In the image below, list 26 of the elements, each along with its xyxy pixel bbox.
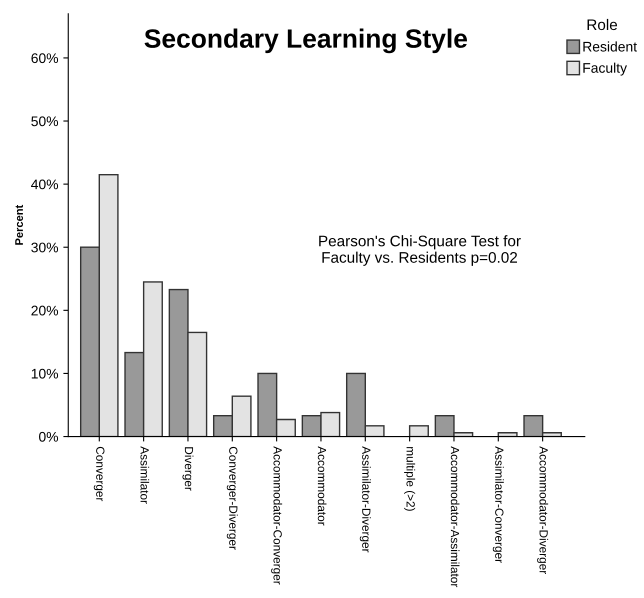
legend-label: Faculty	[583, 62, 627, 76]
x-tick-label: Accommodator	[318, 446, 326, 526]
y-tick-label: 10%	[32, 368, 58, 379]
y-tick-label: 40%	[31, 179, 58, 190]
x-tick-label: Assimilator	[140, 446, 150, 504]
x-tick-label: Assimilator-Converger	[492, 446, 504, 563]
x-tick-label: Assimilator-Diverger	[360, 446, 371, 552]
y-tick-label: 30%	[31, 242, 58, 252]
text: Secondary Learning Style	[144, 28, 468, 54]
legend-title: Role	[588, 18, 618, 30]
x-tick-label: Converger-Diverger	[226, 446, 238, 550]
x-tick-label: Converger	[94, 446, 104, 502]
y-tick-label: 60%	[31, 53, 58, 64]
y-tick-label: 0%	[39, 432, 58, 442]
annotation: Pearson's Chi-Square Test for Faculty vs. Residents p=0.02	[319, 235, 521, 266]
x-tick-label: Accommodator-Converger	[271, 446, 282, 585]
legend-label: Resident	[583, 41, 637, 52]
x-tick-label: Accommodator-Diverger	[537, 446, 548, 574]
y-tick-label: 20%	[31, 306, 58, 316]
y-tick-label: 50%	[31, 116, 58, 126]
x-tick-label: Accommodator-Assimilator	[450, 446, 460, 588]
x-tick-label: multiple (>2)	[404, 447, 416, 511]
x-tick-label: Diverger	[182, 447, 194, 491]
bar	[498, 432, 518, 437]
bar	[408, 425, 429, 437]
y-axis-title: Percent	[15, 204, 23, 245]
